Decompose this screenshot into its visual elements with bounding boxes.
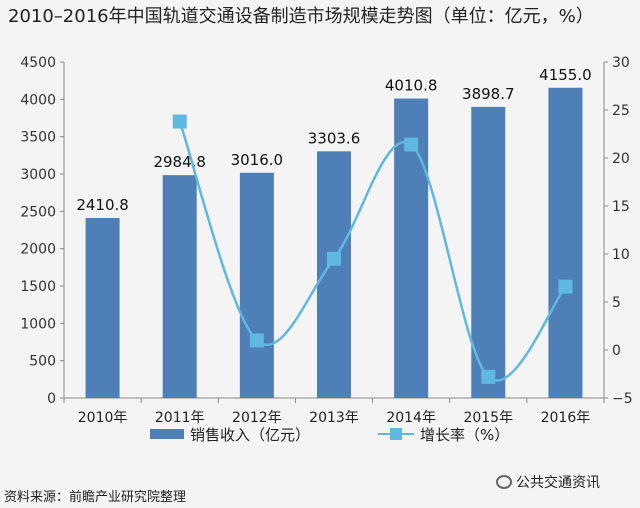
y-tick-label-right: 0 — [612, 343, 621, 359]
watermark: 公共交通资讯 — [496, 472, 600, 492]
bar-data-label: 3898.7 — [462, 85, 515, 103]
y-tick-label-left: 3000 — [20, 167, 56, 183]
growth-marker — [558, 279, 573, 294]
bars: 2410.8 2984.8 3016.0 3303.6 4010.8 3898.7 4155… — [76, 66, 592, 399]
y-tick-label-right: 20 — [612, 151, 630, 167]
y-tick-label-right: 25 — [612, 103, 630, 119]
axes: 0 500 1000 1500 2000 2500 3000 3500 4000 4500 −5 0 5… — [20, 55, 632, 426]
growth-marker — [327, 251, 341, 266]
bar-data-label: 4010.8 — [385, 77, 438, 95]
y-tick-label-right: −5 — [612, 391, 633, 407]
y-tick-label-left: 1500 — [20, 279, 56, 295]
source-note: 资料来源：前瞻产业研究院整理 — [4, 490, 187, 505]
growth-marker — [249, 333, 264, 348]
y-tick-label-right: 15 — [612, 199, 630, 215]
y-tick-label-right: 5 — [612, 295, 621, 311]
growth-marker — [172, 114, 187, 129]
wechat-icon — [496, 475, 512, 489]
bar — [239, 172, 274, 398]
legend-label-growth: 增长率（%） — [420, 426, 509, 444]
growth-marker — [481, 369, 496, 384]
growth-line — [172, 114, 573, 384]
bar-data-label: 3303.6 — [308, 129, 361, 147]
bar-data-label: 2410.8 — [76, 196, 129, 214]
y-tick-label-left: 1000 — [20, 316, 56, 332]
y-tick-label-left: 500 — [29, 354, 56, 370]
chart-title: 2010–2016年中国轨道交通设备制造市场规模走势图（单位：亿元，%） — [8, 6, 594, 27]
bar-data-label: 3016.0 — [231, 151, 284, 169]
y-tick-label-right: 10 — [612, 247, 630, 263]
x-tick-label: 2014年 — [386, 410, 436, 426]
legend: 销售收入（亿元） 增长率（%） — [150, 426, 509, 444]
y-tick-label-left: 2000 — [20, 242, 56, 258]
x-tick-label: 2016年 — [541, 410, 591, 426]
y-tick-label-left: 3500 — [20, 130, 56, 146]
y-tick-label-left: 0 — [47, 391, 56, 407]
bar — [85, 217, 120, 398]
x-tick-label: 2010年 — [78, 410, 128, 426]
x-tick-label: 2015年 — [463, 410, 513, 426]
legend-swatch-sales — [150, 429, 184, 439]
bar — [471, 106, 506, 398]
bar — [548, 87, 583, 398]
bar-data-label: 2984.8 — [153, 153, 206, 171]
bar — [162, 175, 197, 398]
watermark-text: 公共交通资讯 — [516, 475, 600, 491]
legend-label-sales: 销售收入（亿元） — [190, 426, 310, 444]
y-tick-label-left: 4000 — [20, 92, 56, 108]
x-tick-label: 2012年 — [232, 410, 282, 426]
y-tick-label-left: 4500 — [20, 55, 56, 71]
x-tick-label: 2013年 — [309, 410, 359, 426]
bar-data-label: 4155.0 — [539, 66, 592, 84]
growth-marker — [404, 137, 419, 152]
y-tick-label-left: 2500 — [20, 204, 56, 220]
y-tick-label-right: 30 — [612, 55, 630, 71]
x-tick-label: 2011年 — [155, 410, 205, 426]
legend-swatch-growth-marker — [390, 428, 402, 440]
